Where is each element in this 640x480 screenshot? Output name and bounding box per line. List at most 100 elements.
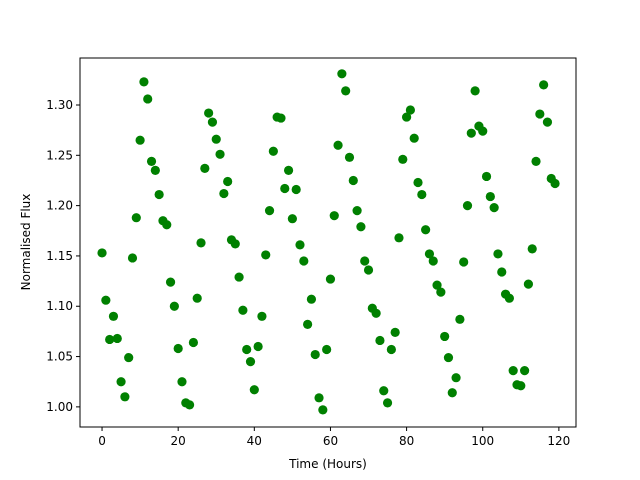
point: [135, 135, 145, 145]
point: [508, 366, 518, 376]
x-tick-label: 0: [98, 434, 106, 448]
point: [105, 334, 115, 345]
point: [314, 393, 324, 403]
point: [322, 344, 332, 355]
point: [139, 77, 149, 87]
point: [379, 386, 389, 396]
point: [489, 203, 499, 213]
point: [230, 239, 240, 249]
plot-frame: [79, 57, 577, 428]
point: [150, 165, 160, 176]
point: [394, 233, 404, 243]
point: [283, 165, 294, 176]
point: [348, 175, 358, 186]
point: [234, 272, 244, 282]
point: [344, 152, 355, 162]
point: [204, 108, 214, 118]
point: [443, 352, 454, 363]
point: [257, 311, 267, 321]
point: [371, 308, 381, 318]
point: [268, 146, 278, 156]
point: [516, 381, 526, 391]
x-tick-label: 40: [247, 434, 262, 448]
point: [520, 366, 530, 376]
point: [504, 293, 514, 303]
point: [192, 293, 202, 303]
point: [527, 244, 537, 254]
point: [375, 335, 385, 346]
x-tick-label: 100: [471, 434, 494, 448]
point: [211, 134, 221, 144]
point: [428, 256, 438, 266]
point: [303, 319, 313, 329]
point: [219, 188, 229, 199]
point: [124, 352, 134, 363]
point: [120, 392, 130, 402]
y-axis-label: Normalised Flux: [19, 194, 33, 291]
point: [223, 176, 233, 187]
point: [424, 249, 435, 259]
point: [101, 295, 111, 305]
point: [478, 126, 488, 136]
point: [310, 349, 320, 360]
x-tick-label: 20: [171, 434, 186, 448]
point: [318, 405, 328, 415]
point: [112, 333, 122, 344]
point: [337, 69, 347, 79]
y-tick-label: 1.15: [46, 249, 73, 263]
point: [116, 377, 126, 387]
point: [154, 189, 164, 200]
point: [169, 301, 179, 311]
point: [436, 287, 446, 297]
point: [523, 279, 534, 289]
point: [299, 256, 309, 266]
point: [455, 314, 465, 324]
point: [143, 94, 153, 104]
point: [360, 256, 370, 266]
point: [352, 206, 362, 216]
x-tick-label: 120: [547, 434, 570, 448]
point: [264, 206, 275, 216]
point: [401, 112, 412, 122]
y-tick-label: 1.20: [46, 199, 73, 213]
point: [200, 163, 210, 173]
point: [481, 171, 492, 182]
point: [127, 253, 138, 263]
point: [295, 240, 305, 250]
point: [215, 149, 225, 159]
point: [432, 280, 442, 290]
point: [386, 344, 396, 355]
point: [196, 238, 206, 248]
point: [238, 305, 248, 315]
point: [531, 156, 541, 166]
point: [280, 183, 290, 194]
point: [447, 388, 457, 398]
point: [188, 337, 199, 348]
point: [146, 156, 157, 166]
point: [276, 113, 286, 123]
point: [333, 140, 343, 150]
point: [497, 267, 507, 277]
point: [451, 373, 461, 383]
point: [249, 385, 259, 395]
point: [165, 277, 176, 287]
point: [108, 311, 119, 321]
point: [207, 117, 218, 127]
point: [462, 201, 473, 211]
point: [325, 274, 336, 284]
point: [329, 211, 339, 221]
point: [162, 220, 172, 230]
point: [173, 343, 183, 354]
x-tick-label: 60: [323, 434, 338, 448]
point: [550, 178, 560, 189]
point: [440, 331, 450, 342]
point: [185, 400, 195, 410]
x-axis-label: Time (Hours): [288, 457, 367, 471]
point: [542, 117, 553, 127]
point: [493, 249, 503, 259]
y-tick-label: 1.05: [46, 350, 73, 364]
x-tick-label: 80: [399, 434, 414, 448]
point: [363, 265, 374, 275]
point: [413, 177, 423, 188]
